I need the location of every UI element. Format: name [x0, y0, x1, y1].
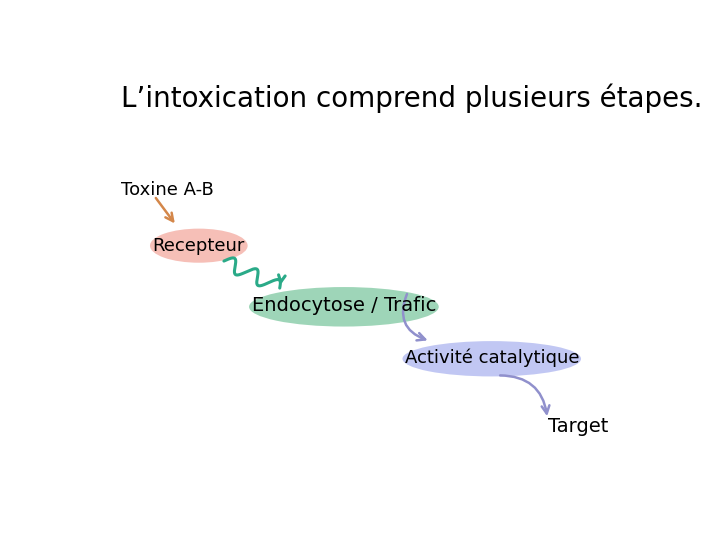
- Text: Activité catalytique: Activité catalytique: [405, 349, 579, 367]
- Text: Recepteur: Recepteur: [153, 237, 245, 255]
- Text: L’intoxication comprend plusieurs étapes.: L’intoxication comprend plusieurs étapes…: [121, 84, 702, 113]
- Text: Toxine A-B: Toxine A-B: [121, 180, 213, 199]
- FancyArrowPatch shape: [500, 375, 549, 414]
- Text: Target: Target: [547, 417, 608, 436]
- Text: Endocytose / Trafic: Endocytose / Trafic: [252, 296, 436, 315]
- Ellipse shape: [402, 341, 581, 376]
- Ellipse shape: [249, 287, 438, 327]
- FancyArrowPatch shape: [403, 294, 425, 340]
- Ellipse shape: [150, 228, 248, 263]
